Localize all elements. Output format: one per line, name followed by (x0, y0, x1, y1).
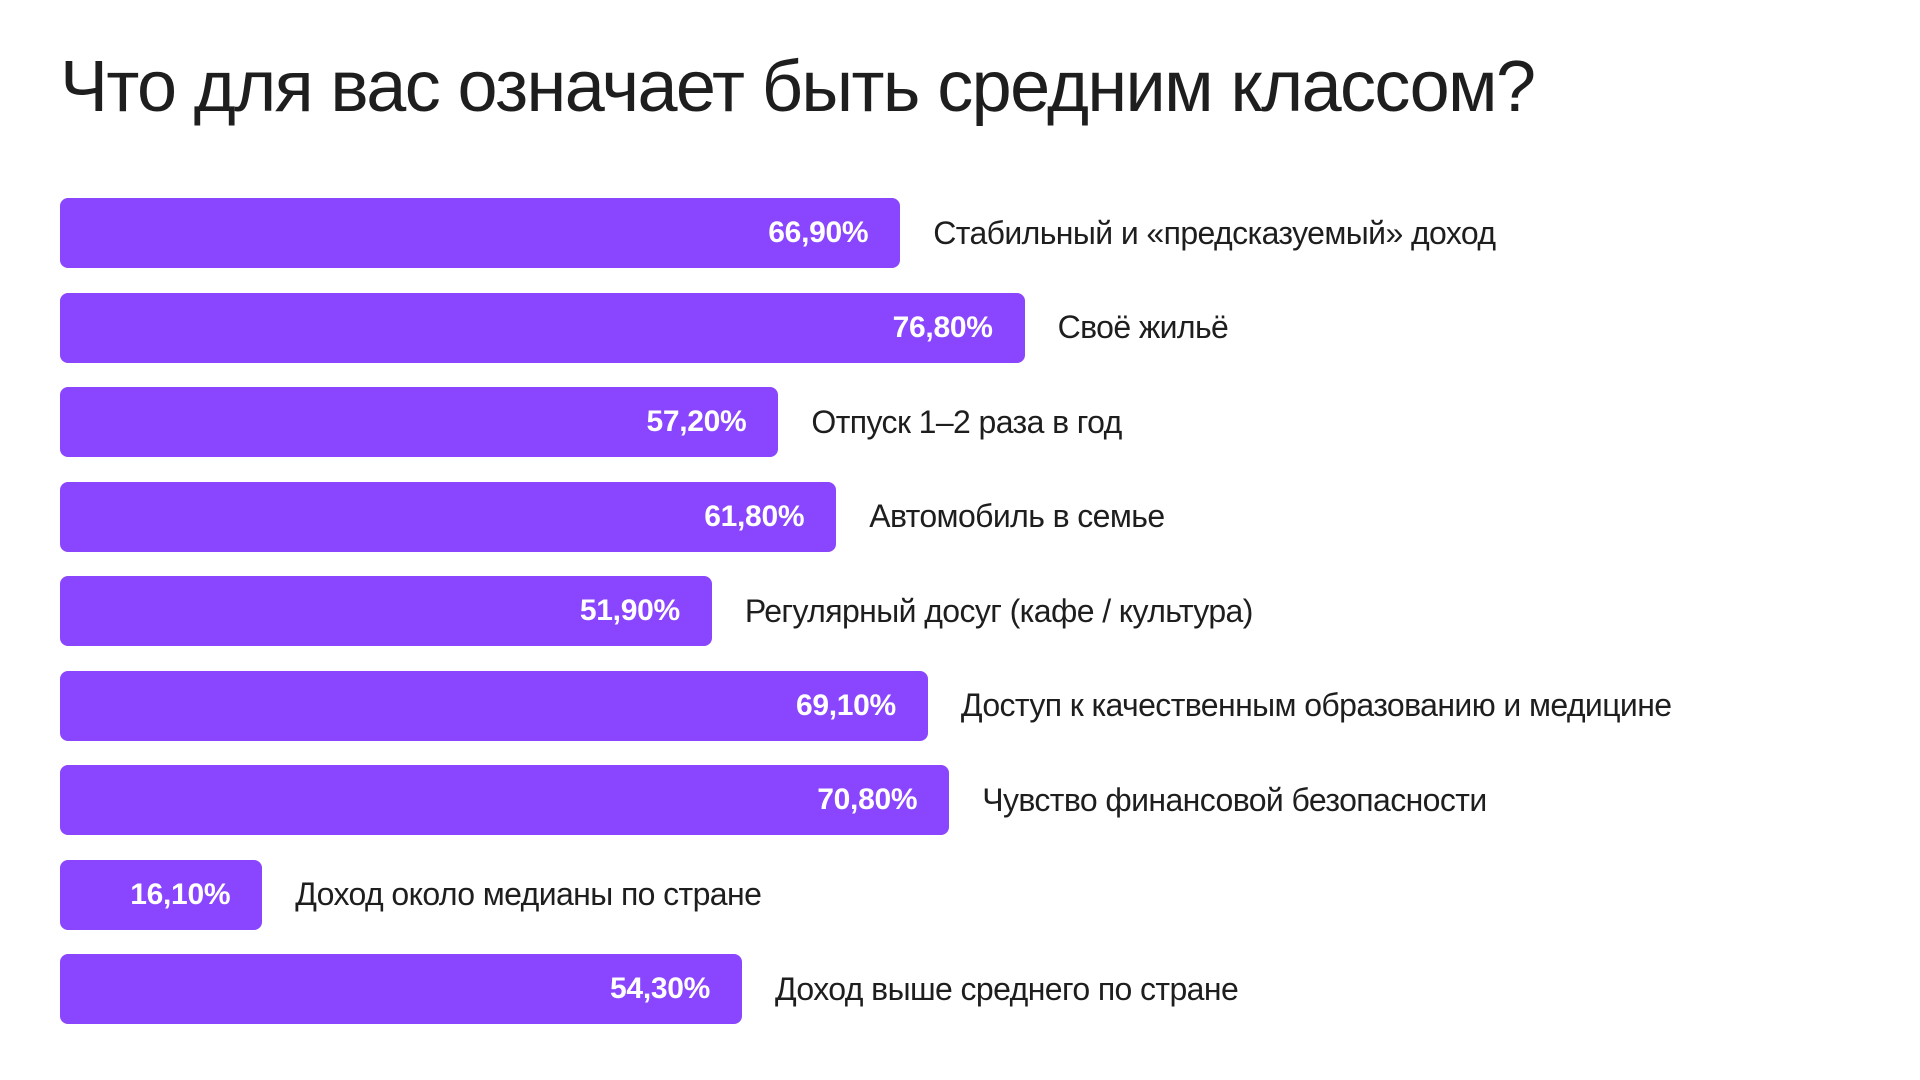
chart-title: Что для вас означает быть средним классо… (60, 47, 1536, 127)
bar-value: 76,80% (892, 310, 993, 344)
bar-value: 16,10% (130, 877, 231, 911)
bar-label: Чувство финансовой безопасности (982, 781, 1487, 818)
bar-label: Своё жильё (1057, 309, 1229, 345)
bar-row: 54,30% Доход выше среднего по стране (60, 954, 1860, 1024)
bar: 66,90% (60, 198, 901, 268)
bar: 16,10% (60, 859, 263, 930)
bar-value: 57,20% (646, 405, 747, 438)
bar: 70,80% (60, 765, 950, 835)
bar-value: 51,90% (579, 594, 680, 627)
bar-label: Регулярный досуг (кафе / культура) (744, 592, 1254, 629)
bar: 61,80% (60, 481, 837, 552)
bar-row: 70,80% Чувство финансовой безопасности (60, 765, 1860, 835)
bar-label: Отпуск 1–2 раза в год (811, 403, 1122, 440)
bar: 57,20% (60, 387, 779, 457)
bar-value: 61,80% (704, 499, 805, 533)
bar-row: 76,80% Своё жильё (60, 292, 1860, 363)
bar-row: 61,80% Автомобиль в семье (60, 481, 1860, 552)
bar: 51,90% (60, 576, 712, 646)
bar-row: 69,10% Доступ к качественным образованию… (60, 670, 1860, 741)
bar-value: 70,80% (817, 783, 918, 816)
bar-value: 54,30% (610, 972, 710, 1005)
bar-value: 69,10% (795, 688, 896, 722)
bar-chart: 66,90% Стабильный и «предсказуемый» дохо… (60, 198, 1860, 1049)
bar-label: Доход около медианы по стране (295, 876, 762, 912)
bar-value: 66,90% (768, 216, 869, 249)
bar: 76,80% (60, 292, 1025, 363)
bar: 54,30% (60, 954, 742, 1024)
bar-row: 51,90% Регулярный досуг (кафе / культура… (60, 576, 1860, 646)
bar-label: Стабильный и «предсказуемый» доход (933, 214, 1496, 251)
bar-label: Доход выше среднего по стране (775, 970, 1239, 1007)
bar-label: Доступ к качественным образованию и меди… (960, 687, 1672, 723)
bar-row: 57,20% Отпуск 1–2 раза в год (60, 387, 1860, 457)
bar-label: Автомобиль в семье (869, 498, 1165, 534)
bar-row: 66,90% Стабильный и «предсказуемый» дохо… (60, 198, 1860, 268)
bar-row: 16,10% Доход около медианы по стране (60, 859, 1860, 930)
bar: 69,10% (60, 670, 928, 741)
